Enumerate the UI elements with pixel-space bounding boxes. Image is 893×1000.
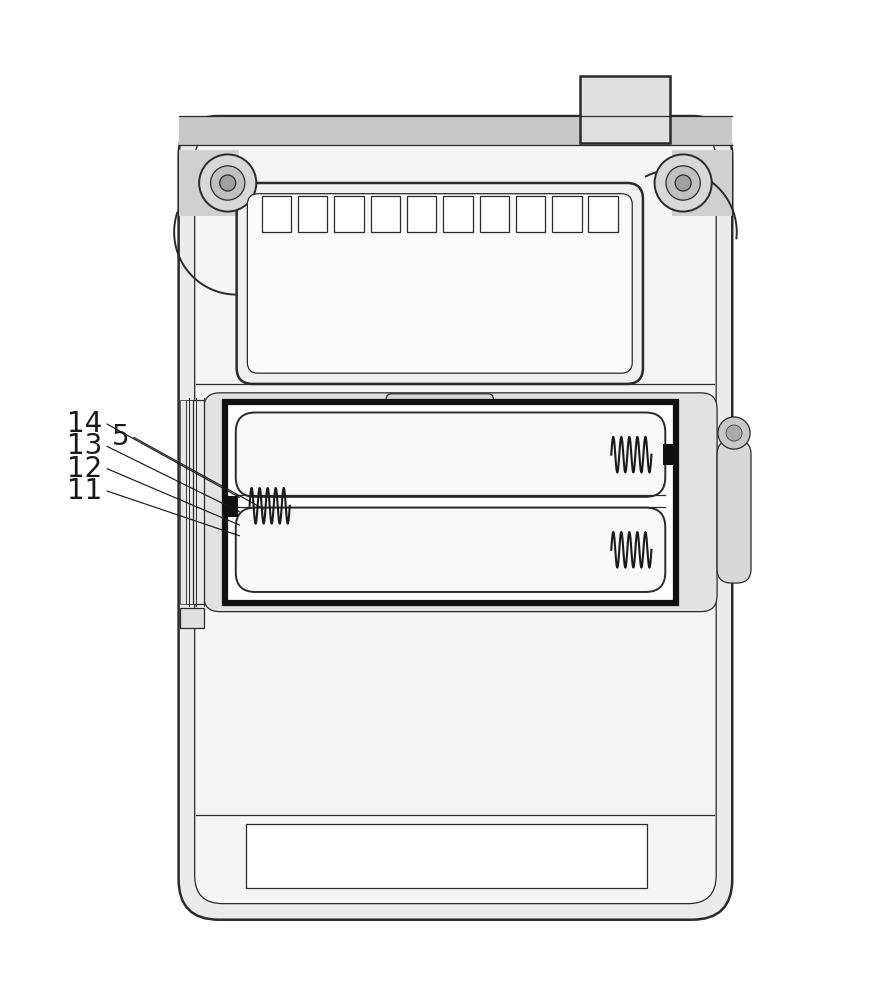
FancyBboxPatch shape (236, 508, 665, 592)
Bar (516, 196, 546, 232)
Circle shape (220, 175, 236, 191)
Circle shape (718, 417, 750, 449)
Circle shape (199, 154, 256, 212)
Bar (179, 116, 732, 145)
Text: 5: 5 (112, 423, 129, 451)
Circle shape (675, 175, 691, 191)
Circle shape (666, 166, 700, 200)
Bar (225, 402, 676, 603)
Text: 14: 14 (68, 410, 103, 438)
Circle shape (211, 166, 245, 200)
Text: 11: 11 (68, 477, 103, 505)
Bar (672, 150, 732, 216)
FancyBboxPatch shape (247, 194, 632, 373)
Bar (580, 76, 670, 143)
FancyBboxPatch shape (236, 412, 665, 497)
FancyBboxPatch shape (195, 132, 716, 904)
Bar (552, 196, 581, 232)
Bar (298, 196, 328, 232)
Bar (334, 196, 363, 232)
Text: 12: 12 (68, 455, 103, 483)
Bar (227, 496, 238, 517)
Bar (588, 196, 618, 232)
FancyBboxPatch shape (179, 116, 732, 920)
Bar (180, 400, 186, 604)
Bar (180, 608, 204, 628)
Bar (371, 196, 400, 232)
Bar (186, 400, 193, 604)
Bar (246, 824, 647, 888)
Bar (193, 400, 204, 604)
FancyBboxPatch shape (717, 440, 751, 583)
Bar (179, 150, 239, 216)
Circle shape (726, 425, 742, 441)
FancyBboxPatch shape (237, 183, 643, 384)
FancyBboxPatch shape (387, 394, 493, 406)
Bar (443, 196, 472, 232)
Bar (663, 444, 673, 465)
Text: 13: 13 (67, 432, 103, 460)
FancyBboxPatch shape (204, 393, 717, 612)
Bar (407, 196, 437, 232)
Circle shape (655, 154, 712, 212)
Bar (480, 196, 509, 232)
Bar (262, 196, 291, 232)
